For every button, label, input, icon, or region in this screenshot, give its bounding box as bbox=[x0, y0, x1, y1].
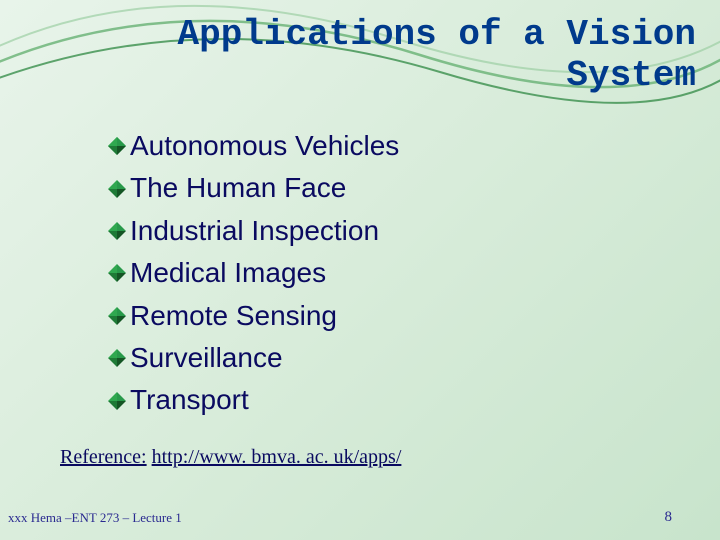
page-number: 8 bbox=[665, 509, 673, 526]
diamond-bullet-icon bbox=[108, 264, 126, 282]
bullet-text: Remote Sensing bbox=[130, 298, 337, 334]
reference-line: Reference: http://www. bmva. ac. uk/apps… bbox=[60, 446, 401, 469]
bullet-text: Transport bbox=[130, 382, 249, 418]
footer-left: xxx Hema –ENT 273 – Lecture 1 bbox=[8, 510, 182, 526]
bullet-text: Surveillance bbox=[130, 340, 283, 376]
bullet-text: Medical Images bbox=[130, 255, 326, 291]
list-item: Industrial Inspection bbox=[108, 213, 399, 249]
bullet-text: The Human Face bbox=[130, 170, 346, 206]
bullet-list: Autonomous Vehicles The Human Face Indus… bbox=[108, 128, 399, 425]
bullet-text: Industrial Inspection bbox=[130, 213, 379, 249]
list-item: Remote Sensing bbox=[108, 298, 399, 334]
list-item: Transport bbox=[108, 382, 399, 418]
diamond-bullet-icon bbox=[108, 349, 126, 367]
list-item: Surveillance bbox=[108, 340, 399, 376]
diamond-bullet-icon bbox=[108, 180, 126, 198]
reference-label: Reference: bbox=[60, 446, 147, 468]
list-item: Autonomous Vehicles bbox=[108, 128, 399, 164]
bullet-text: Autonomous Vehicles bbox=[130, 128, 399, 164]
list-item: Medical Images bbox=[108, 255, 399, 291]
diamond-bullet-icon bbox=[108, 137, 126, 155]
diamond-bullet-icon bbox=[108, 307, 126, 325]
diamond-bullet-icon bbox=[108, 222, 126, 240]
list-item: The Human Face bbox=[108, 170, 399, 206]
slide-title: Applications of a Vision System bbox=[170, 14, 696, 97]
reference-link[interactable]: http://www. bmva. ac. uk/apps/ bbox=[152, 446, 402, 468]
diamond-bullet-icon bbox=[108, 392, 126, 410]
